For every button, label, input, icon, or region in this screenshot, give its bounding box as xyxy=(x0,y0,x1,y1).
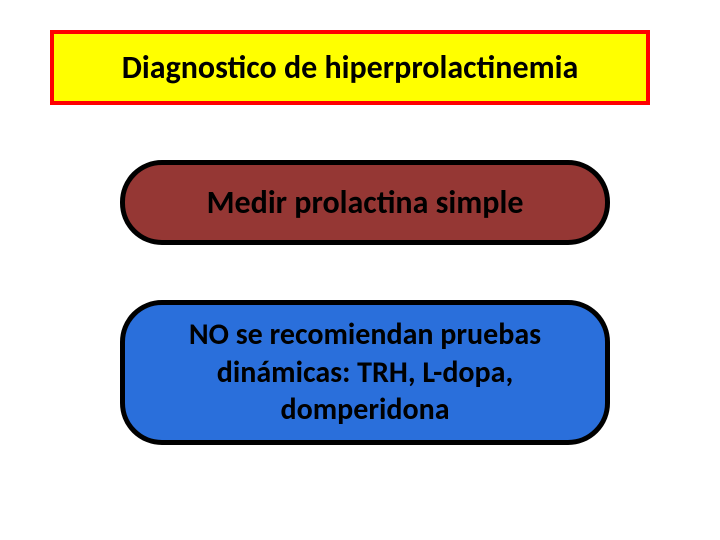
step-box-1: Medir prolactina simple xyxy=(120,160,610,245)
step1-text: Medir prolactina simple xyxy=(207,183,524,222)
title-box: Diagnostico de hiperprolactinemia xyxy=(50,30,650,105)
step2-text: NO se recomiendan pruebas dinámicas: TRH… xyxy=(155,316,575,429)
title-text: Diagnostico de hiperprolactinemia xyxy=(122,48,579,87)
step-box-2: NO se recomiendan pruebas dinámicas: TRH… xyxy=(120,300,610,445)
